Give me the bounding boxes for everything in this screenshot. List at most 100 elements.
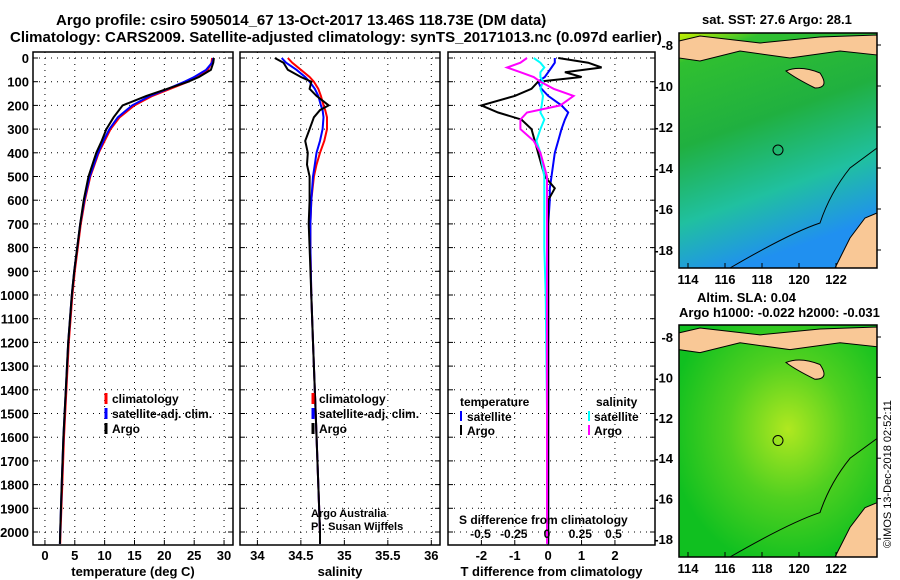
xtick-label: 34.5 <box>288 548 313 563</box>
ytick-label: 900 <box>7 264 29 279</box>
xtick-label: 35.5 <box>375 548 400 563</box>
credit-line-1: Argo Australia <box>311 508 387 520</box>
series-line-satellite-adj-clim- <box>58 57 215 544</box>
xtick-label: 0 <box>545 548 552 563</box>
credit-line-2: PI: Susan Wijffels <box>311 521 403 533</box>
ytick-label: 1300 <box>0 359 29 374</box>
bathymetry-contour <box>729 438 878 558</box>
legend-label: satellite-adj. clim. <box>319 407 419 421</box>
legend-label: satellite <box>594 410 639 424</box>
legend-label: satellite <box>467 410 512 424</box>
ytick-label: 100 <box>7 75 29 90</box>
legend-label: Argo <box>112 422 140 436</box>
ytick-label: 1400 <box>0 383 29 398</box>
legend-label: climatology <box>319 392 386 406</box>
legend-label: Argo <box>594 424 622 438</box>
x2tick-label: 0 <box>544 527 551 541</box>
series-line-argo <box>58 57 215 544</box>
lon-tick-label: 120 <box>788 561 810 576</box>
x2-axis-label: S difference from climatology <box>459 513 628 527</box>
ytick-label: 800 <box>7 241 29 256</box>
map-1: 114 116 118 120 122-8-10-12-14-16-18 <box>654 32 881 287</box>
x2tick-label: -0.25 <box>500 527 528 541</box>
legend-label: Argo <box>319 422 347 436</box>
ytick-label: 600 <box>7 193 29 208</box>
ytick-label: 1600 <box>0 430 29 445</box>
xtick-label: 20 <box>157 548 171 563</box>
x-axis-label: temperature (deg C) <box>71 564 195 579</box>
lon-tick-label: 116 <box>715 561 736 576</box>
argo-location-marker <box>772 144 784 156</box>
land-australia <box>834 501 878 558</box>
series-line-argo <box>274 57 331 544</box>
ytick-label: 400 <box>7 146 29 161</box>
map1-title: sat. SST: 27.6 Argo: 28.1 <box>702 12 852 27</box>
series-line-climatology <box>287 57 328 544</box>
ytick-label: 300 <box>7 122 29 137</box>
lon-tick-label: 114 <box>678 272 700 287</box>
land-sumba <box>785 67 825 89</box>
xtick-label: 0 <box>41 548 48 563</box>
ytick-label: 1800 <box>0 478 29 493</box>
ytick-label: 1700 <box>0 454 29 469</box>
xtick-label: -1 <box>509 548 521 563</box>
bathymetry-contour <box>729 147 878 269</box>
xtick-label: 1 <box>578 548 585 563</box>
lon-tick-label: 120 <box>788 272 810 287</box>
xtick-label: 10 <box>97 548 111 563</box>
plot-frame <box>447 51 656 546</box>
x2tick-label: 0.5 <box>605 527 622 541</box>
x-axis-label: salinity <box>318 564 364 579</box>
lon-tick-label: 118 <box>752 272 773 287</box>
x-axis-label: T difference from climatology <box>460 564 643 579</box>
lon-tick-label: 116 <box>715 272 736 287</box>
ytick-label: 0 <box>22 51 29 66</box>
ytick-label: 700 <box>7 217 29 232</box>
legend-label: climatology <box>112 392 179 406</box>
panel-temperature: 0 5 10 15 20 25 30 temperature (deg C) climatolo… <box>32 51 234 579</box>
ytick-label: 500 <box>7 170 29 185</box>
lon-tick-label: 122 <box>825 561 847 576</box>
legend-title-salinity: salinity <box>596 395 638 409</box>
xtick-label: 2 <box>611 548 618 563</box>
series-line-t-argo <box>478 57 602 544</box>
argo-location-marker <box>772 435 784 447</box>
map-2: 114 116 118 120 122-8-10-12-14-16-18 <box>654 324 881 576</box>
xtick-label: 30 <box>217 548 231 563</box>
xtick-label: -2 <box>476 548 488 563</box>
x2tick-label: -0.5 <box>470 527 491 541</box>
series-line-s-satellite <box>533 57 548 544</box>
xtick-label: 36 <box>424 548 438 563</box>
x2tick-label: 0.25 <box>569 527 593 541</box>
map2-title-2: Argo h1000: -0.022 h2000: -0.031 <box>679 305 880 320</box>
ytick-label: 1000 <box>0 288 29 303</box>
ytick-label: 1100 <box>1 312 29 327</box>
map2-title-1: Altim. SLA: 0.04 <box>697 290 796 305</box>
panel-differences: -2 -1 0 1 2T difference from climatology <box>447 51 656 579</box>
legend-label: Argo <box>467 424 495 438</box>
land-lesser-sunda <box>678 326 878 354</box>
panel-salinity: 34 34.5 35 35.5 36 salinity climatologysatelli… <box>239 51 441 579</box>
ytick-label: 1900 <box>0 501 29 516</box>
map-field <box>679 33 877 268</box>
lon-tick-label: 114 <box>678 561 700 576</box>
lon-tick-label: 118 <box>752 561 773 576</box>
plot-frame <box>32 51 234 546</box>
imos-stamp: ©IMOS 13-Dec-2018 02:52:11 <box>882 400 894 548</box>
xtick-label: 15 <box>127 548 141 563</box>
series-line-s-argo <box>504 57 576 544</box>
map-frame <box>678 32 878 269</box>
lon-tick-label: 122 <box>825 272 847 287</box>
series-line-t-satellite <box>536 58 570 544</box>
ytick-label: 1200 <box>0 335 29 350</box>
xtick-label: 5 <box>71 548 78 563</box>
plot-frame <box>239 51 441 546</box>
ytick-label: 2000 <box>0 525 29 540</box>
title-line-1: Argo profile: csiro 5905014_67 13-Oct-20… <box>56 12 547 29</box>
ytick-label: 200 <box>7 98 29 113</box>
xtick-label: 34 <box>250 548 265 563</box>
xtick-label: 25 <box>187 548 201 563</box>
land-lesser-sunda <box>678 34 878 62</box>
